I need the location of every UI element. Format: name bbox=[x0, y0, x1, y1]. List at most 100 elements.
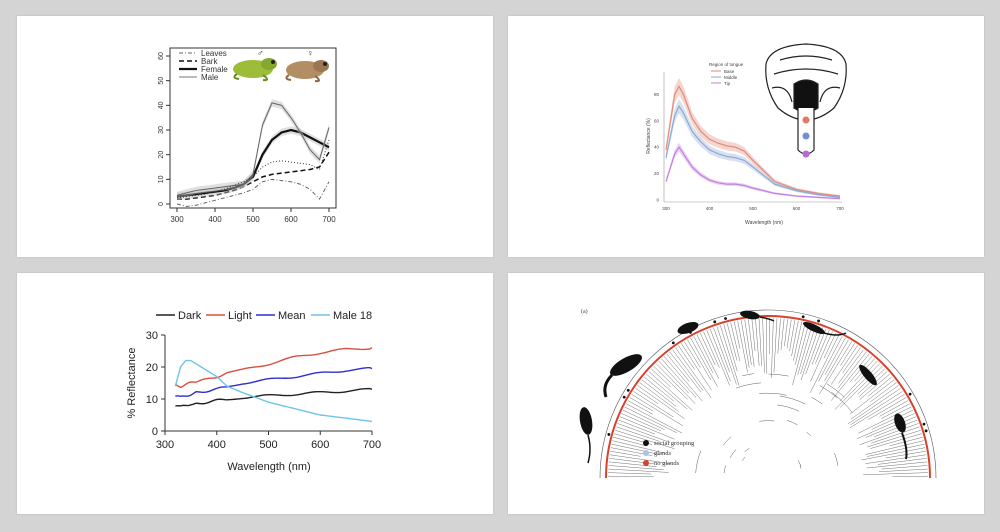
tree-branch bbox=[818, 336, 843, 382]
tree-branch bbox=[850, 391, 903, 425]
lizard-icon bbox=[803, 322, 847, 336]
tree-branch bbox=[871, 410, 913, 430]
tree-branch bbox=[865, 440, 924, 455]
tree-node-arc bbox=[819, 385, 838, 399]
frog-reflectance-chart: 300 400 500 600 700 0 10 20 30 40 50 60 Leaves Bark… bbox=[158, 47, 337, 224]
x-tick-label: 700 bbox=[322, 215, 336, 224]
tongue-reflectance-panel: 300 400 500 600 700 0 20 40 60 80 Wavelength (nm)… bbox=[508, 16, 984, 257]
trait-marker bbox=[626, 388, 630, 392]
tree-branch bbox=[648, 371, 693, 411]
tree-branch bbox=[866, 461, 928, 469]
x-tick-label: 300 bbox=[156, 439, 174, 451]
iguana-icon bbox=[603, 354, 642, 398]
tree-branch bbox=[751, 318, 756, 351]
tree-node-arc bbox=[736, 382, 762, 389]
tree-branch bbox=[878, 468, 928, 472]
legend-label: glands bbox=[654, 450, 671, 457]
brown-frog-illustration bbox=[285, 60, 329, 83]
tree-branch bbox=[608, 461, 657, 467]
lizard-icon bbox=[579, 407, 593, 464]
x-tick-label: 300 bbox=[662, 206, 670, 211]
legend-label: social grouping bbox=[654, 440, 695, 447]
tree-branch bbox=[838, 349, 864, 384]
y-tick-label: 50 bbox=[158, 77, 165, 85]
tree-branch bbox=[608, 468, 669, 473]
tree-branch bbox=[687, 339, 712, 381]
tree-branch bbox=[635, 388, 659, 405]
tree-branch bbox=[786, 319, 792, 349]
tree-node-arc bbox=[797, 460, 802, 467]
x-tick-label: 600 bbox=[284, 215, 298, 224]
tree-node-arc bbox=[759, 420, 775, 422]
y-axis-label: % Reflectance bbox=[126, 348, 138, 419]
y-tick-label: 10 bbox=[158, 175, 165, 183]
x-tick-label: 600 bbox=[311, 439, 329, 451]
tree-branch bbox=[877, 458, 927, 465]
tree-branch bbox=[879, 400, 909, 417]
tree-branch bbox=[611, 443, 660, 455]
tree-branch bbox=[777, 318, 781, 354]
tree-branch bbox=[627, 400, 653, 415]
tree-branch bbox=[737, 320, 748, 373]
tree-branch bbox=[672, 349, 704, 391]
y-tick-label: 20 bbox=[158, 151, 165, 159]
series-line-female bbox=[176, 128, 330, 198]
tree-branch bbox=[839, 361, 878, 402]
tree-node-arc bbox=[799, 465, 802, 469]
tree-branch bbox=[859, 423, 919, 445]
series-band bbox=[177, 99, 329, 200]
tree-node-arc bbox=[811, 397, 823, 405]
x-tick-label: 700 bbox=[836, 206, 844, 211]
y-tick-label: 20 bbox=[654, 171, 660, 176]
tree-branch bbox=[837, 351, 867, 389]
tree-branch bbox=[726, 323, 738, 361]
y-tick-label: 60 bbox=[654, 118, 660, 123]
tree-branch bbox=[608, 465, 664, 470]
tree-branch bbox=[620, 416, 675, 440]
series-line-dark bbox=[175, 387, 373, 407]
trait-marker bbox=[713, 320, 717, 324]
panel-label: (a) bbox=[581, 308, 588, 315]
tree-branch bbox=[744, 319, 752, 365]
y-tick-label: 30 bbox=[146, 330, 158, 342]
female-symbol: ♀ bbox=[307, 48, 314, 58]
tree-branch bbox=[706, 330, 730, 386]
tree-branch bbox=[730, 322, 741, 362]
tree-branch bbox=[716, 326, 737, 385]
y-tick-label: 40 bbox=[158, 101, 165, 109]
x-tick-label: 500 bbox=[246, 215, 260, 224]
tree-branch bbox=[766, 318, 768, 374]
tree-node-arc bbox=[741, 456, 746, 461]
lizard-icon bbox=[859, 364, 877, 386]
tree-branch bbox=[610, 451, 641, 457]
tree-branch bbox=[800, 326, 820, 381]
tree-branch bbox=[681, 343, 712, 391]
tree-branch bbox=[849, 379, 895, 415]
tree-branch bbox=[881, 465, 928, 470]
trait-marker bbox=[817, 319, 820, 323]
y-tick-label: 20 bbox=[146, 362, 158, 374]
tree-branch bbox=[758, 318, 762, 367]
tree-branch bbox=[861, 447, 926, 461]
tree-branch bbox=[713, 327, 730, 373]
tree-node-arc bbox=[834, 453, 839, 466]
x-tick-label: 600 bbox=[793, 206, 801, 211]
tree-branch bbox=[824, 337, 846, 375]
legend: Region of tongue Base Middle Tip bbox=[709, 62, 744, 86]
tree-branch bbox=[867, 430, 921, 448]
trait-marker bbox=[908, 392, 912, 396]
trait-marker bbox=[724, 317, 727, 320]
tree-node-arc bbox=[744, 448, 750, 452]
phylogeny-panel: (a) bbox=[508, 273, 984, 514]
tree-branch bbox=[624, 406, 677, 433]
tree-branch bbox=[868, 397, 907, 420]
trait-marker bbox=[924, 429, 928, 433]
y-tick-label: 10 bbox=[146, 394, 158, 406]
tree-trait-ring bbox=[605, 315, 931, 479]
legend-label: Middle bbox=[724, 75, 738, 80]
percent-reflectance-panel: 300 400 500 600 700 0 10 20 30 Wavelength (nm) %… bbox=[17, 273, 493, 514]
series-line-mean bbox=[175, 366, 373, 397]
x-tick-label: 700 bbox=[363, 439, 381, 451]
tree-branch bbox=[633, 391, 674, 418]
tree-node-arc bbox=[831, 392, 853, 413]
